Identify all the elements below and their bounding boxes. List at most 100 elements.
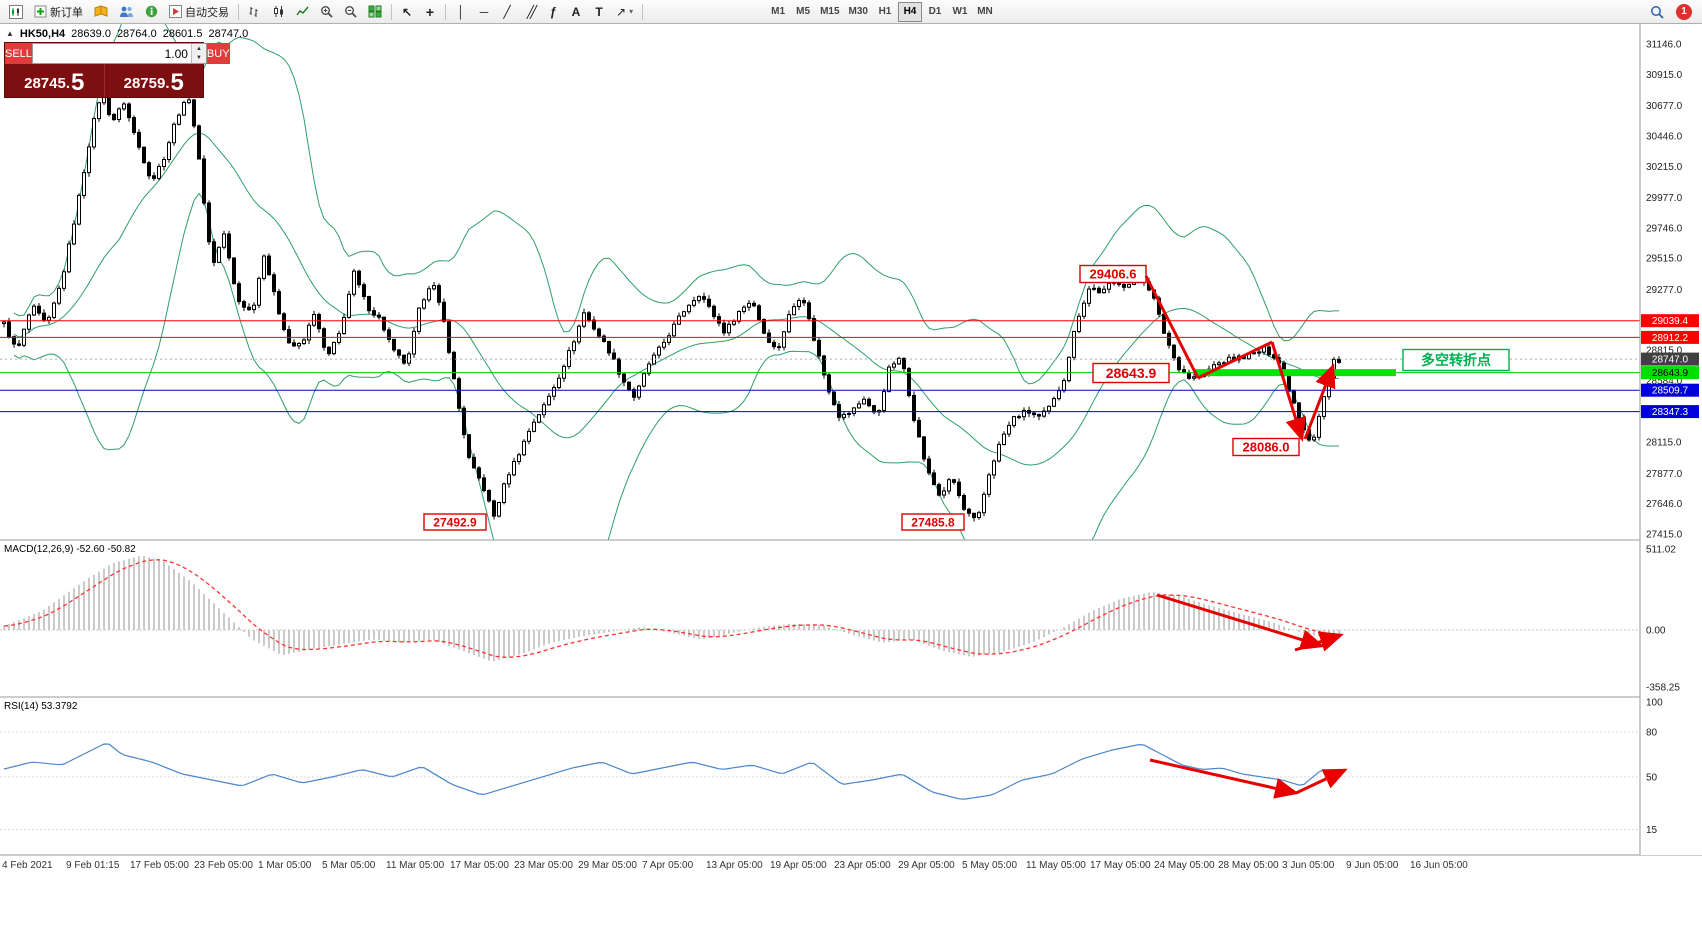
tile-windows-button[interactable] [363,2,387,22]
time-axis[interactable]: 4 Feb 2021 9 Feb 01:15 17 Feb 05:00 23 Feb … [2,860,1468,871]
volume-input[interactable] [32,44,191,63]
history-book-icon [94,5,108,17]
candles-layer [2,91,1341,522]
auto-trading-label: 自动交易 [185,6,229,19]
svg-text:28912.2: 28912.2 [1652,333,1689,344]
timeframe-M5[interactable]: M5 [791,2,815,22]
collapse-panel-icon[interactable]: ▲ [6,29,14,38]
svg-text:28115.0: 28115.0 [1646,438,1682,449]
svg-text:17 Feb 05:00: 17 Feb 05:00 [130,860,189,871]
svg-text:29746.0: 29746.0 [1646,223,1683,234]
history-center-button[interactable] [89,2,113,22]
timeframe-H1[interactable]: H1 [873,2,897,22]
svg-text:27877.0: 27877.0 [1646,469,1683,480]
new-order-button[interactable]: 新订单 [29,2,88,22]
sell-price[interactable]: 28745. 5 [5,64,104,97]
low-value: 28601.5 [162,28,203,40]
cursor-tool-button[interactable]: ↖ [396,2,418,22]
svg-text:29977.0: 29977.0 [1646,193,1683,204]
crosshair-tool-button[interactable]: + [419,2,441,22]
rsi-indicator-label: RSI(14) 53.3792 [4,701,78,712]
timeframe-D1[interactable]: D1 [923,2,947,22]
fibonacci-icon: ƒ [549,4,557,19]
level-lines[interactable] [0,320,1640,413]
timeframe-group: M1 M5 M15 M30 H1 H4 D1 W1 MN [766,1,997,22]
timeframe-M30[interactable]: M30 [845,2,872,22]
annotations[interactable]: 29406.6 28643.9 28086.0 27492.9 27485.8 多空转折点 [423,264,1510,531]
timeframe-H4[interactable]: H4 [897,1,922,22]
buy-price-big-digit: 5 [170,69,184,96]
trendline-tool-button[interactable]: ╱ [496,2,518,22]
search-button[interactable] [1645,2,1669,22]
timeframe-M15[interactable]: M15 [816,2,843,22]
svg-text:1 Mar 05:00: 1 Mar 05:00 [258,860,312,871]
svg-text:多空转折点: 多空转折点 [1421,352,1491,368]
trend-arrows[interactable] [1144,275,1348,799]
svg-text:11 May 05:00: 11 May 05:00 [1026,860,1086,871]
horizontal-line-tool-button[interactable]: ─ [473,2,495,22]
price-chart[interactable]: 31146.0 30915.0 30677.0 30446.0 30215.0 29977… [0,24,1702,946]
timeframe-MN[interactable]: MN [973,2,997,22]
volume-control: ▲ ▼ [31,43,207,64]
sell-button[interactable]: SELL [5,43,32,64]
svg-text:31146.0: 31146.0 [1646,40,1682,51]
text-tool-icon: A [571,4,581,19]
svg-text:27415.0: 27415.0 [1646,530,1683,541]
svg-text:23 Feb 05:00: 23 Feb 05:00 [194,860,253,871]
svg-text:28086.0: 28086.0 [1243,440,1290,455]
candlestick-chart-type-button[interactable] [267,2,290,22]
people-icon [120,6,133,17]
bollinger-bands [13,24,1340,540]
notification-badge[interactable]: 1 [1676,3,1692,20]
arrows-tool-button[interactable]: ↗ ▾ [611,2,638,22]
arrow-tool-icon: ↗ [616,4,627,19]
close-value: 28747.0 [208,28,249,40]
bar-chart-type-button[interactable] [243,2,266,22]
horizontal-line-icon: ─ [479,4,489,19]
timeframe-W1[interactable]: W1 [948,2,972,22]
svg-text:27485.8: 27485.8 [911,515,955,529]
green-plus-icon [34,5,47,18]
line-chart-type-button[interactable] [291,2,314,22]
label-tool-button[interactable]: T [588,2,610,22]
accounts-button[interactable] [114,2,139,22]
volume-up-button[interactable]: ▲ [191,44,206,54]
chevron-down-icon: ▾ [629,6,634,16]
buy-button[interactable]: BUY [206,43,230,64]
zoom-out-icon [345,6,357,18]
zoom-in-button[interactable] [315,2,338,22]
svg-text:9 Feb 01:15: 9 Feb 01:15 [66,860,120,871]
zoom-out-button[interactable] [339,2,362,22]
svg-text:29406.6: 29406.6 [1090,267,1137,282]
svg-text:28815.0: 28815.0 [1646,346,1683,357]
zoom-in-icon [321,6,333,18]
svg-text:28643.9: 28643.9 [1106,365,1157,381]
vertical-line-icon: │ [457,4,465,19]
svg-text:13 Apr 05:00: 13 Apr 05:00 [706,860,763,871]
text-tool-button[interactable]: A [565,2,587,22]
toolbar-separator [391,3,392,20]
svg-text:5 Mar 05:00: 5 Mar 05:00 [322,860,376,871]
toolbar-separator [642,3,644,20]
toolbar-separator [238,3,239,20]
svg-text:30446.0: 30446.0 [1646,131,1683,142]
channel-tool-button[interactable]: ╱╱ [519,2,541,22]
svg-text:28584.0: 28584.0 [1646,376,1683,387]
info-button[interactable] [140,2,163,22]
crosshair-icon: + [425,3,435,20]
symbol-timeframe-label: HK50,H4 [19,28,66,40]
toolbar-separator [445,3,446,20]
price-scale-bg [1640,24,1702,855]
svg-text:28643.9: 28643.9 [1652,368,1689,379]
volume-down-button[interactable]: ▼ [191,53,206,63]
fibonacci-tool-button[interactable]: ƒ [542,2,564,22]
buy-price[interactable]: 28759. 5 [105,64,204,97]
svg-text:29515.0: 29515.0 [1646,254,1683,265]
chart-window-button[interactable] [4,2,28,22]
macd-histogram [3,556,1340,662]
auto-trading-button[interactable]: 自动交易 [164,2,234,22]
timeframe-M1[interactable]: M1 [766,2,790,22]
vertical-line-tool-button[interactable]: │ [450,2,472,22]
svg-text:30915.0: 30915.0 [1646,70,1683,81]
svg-text:29 Mar 05:00: 29 Mar 05:00 [578,860,637,871]
